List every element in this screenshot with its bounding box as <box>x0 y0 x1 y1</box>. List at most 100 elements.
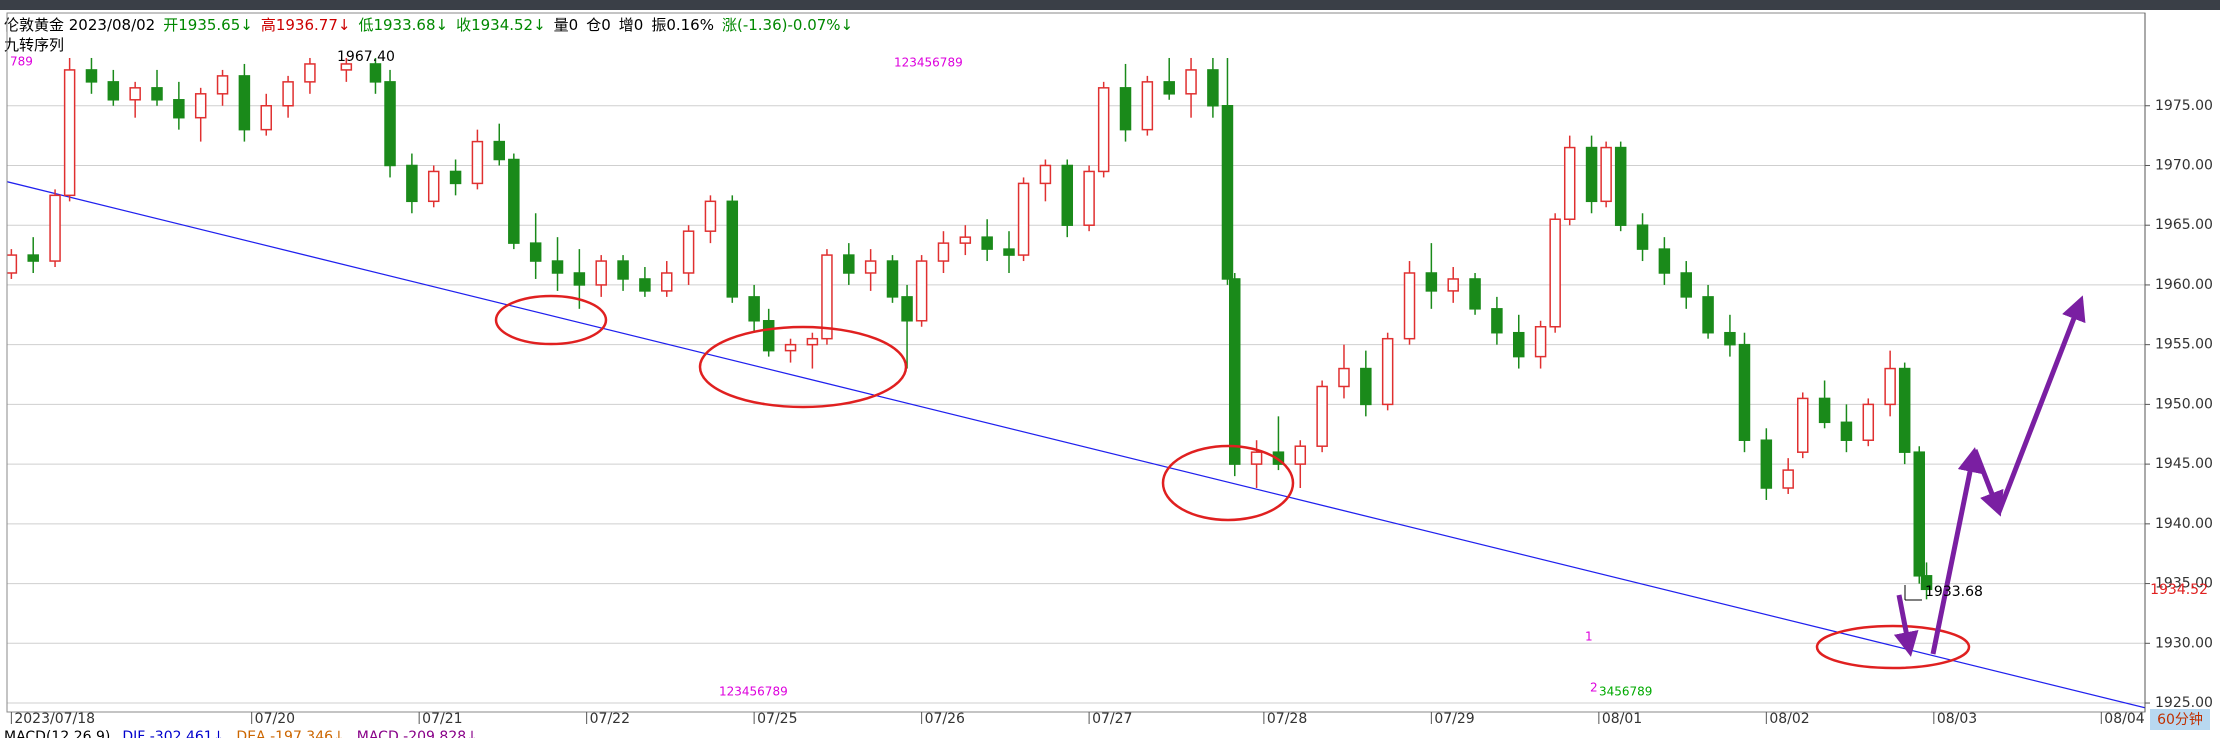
candle-body <box>238 75 251 131</box>
candle-body <box>1097 87 1110 173</box>
candle-body <box>864 260 877 274</box>
indicator-field: DIF -302.461↓ <box>122 729 224 738</box>
annotation: 789 <box>10 55 33 69</box>
candle-body <box>129 87 141 101</box>
annotation: 1 <box>1585 630 1593 644</box>
candle-body <box>784 343 797 352</box>
arrows <box>1893 295 2086 657</box>
trend-line <box>7 181 2145 709</box>
candle-body <box>1185 69 1197 95</box>
candle-body <box>1003 248 1015 256</box>
candle-body <box>1658 248 1671 274</box>
candle-body <box>1039 164 1052 185</box>
candle-body <box>1228 278 1241 465</box>
candle-body <box>107 81 120 101</box>
candle-body <box>7 254 18 274</box>
candle-body <box>1549 218 1561 328</box>
candle-body <box>1491 308 1503 334</box>
y-tick-label: 1955.00 <box>2155 337 2213 353</box>
candle-body <box>806 337 819 346</box>
top-bar <box>0 0 2220 10</box>
candle-body <box>551 260 564 274</box>
candle-body <box>406 164 418 203</box>
candle-body <box>151 87 163 101</box>
candle-body <box>1913 451 1926 577</box>
candle-body <box>1636 224 1649 250</box>
quote-field: 增0 <box>618 16 644 34</box>
candle-body <box>1360 367 1372 406</box>
x-tick-label: 07/28 <box>1267 711 1307 727</box>
candle-body <box>1221 105 1234 280</box>
candle-body <box>304 63 316 83</box>
quote-field: 伦敦黄金 2023/08/02 <box>4 16 156 34</box>
candle-body <box>427 170 440 203</box>
x-tick-label: 07/29 <box>1434 711 1474 727</box>
y-tick-label: 1970.00 <box>2155 157 2213 173</box>
quote-header: 伦敦黄金 2023/08/02 开1935.65↓ 高1936.77↓ 低1933.6… <box>4 14 853 35</box>
y-tick-label: 1945.00 <box>2155 456 2213 472</box>
candle-body <box>1898 367 1911 453</box>
x-tick-label: 07/26 <box>925 711 965 727</box>
candle-body <box>471 140 484 185</box>
circles <box>494 294 1971 670</box>
candle-body <box>216 75 229 95</box>
quote-field: 低1933.68↓ <box>358 16 449 34</box>
candle-body <box>1447 278 1459 292</box>
candle-body <box>1083 170 1095 226</box>
quote-field: 量0 <box>553 16 579 34</box>
candle-body <box>1425 272 1438 292</box>
y-tick-label: 1930.00 <box>2155 635 2213 651</box>
candle-body <box>1724 331 1736 346</box>
candle-body <box>617 260 629 280</box>
y-tick-label: 1950.00 <box>2155 396 2213 412</box>
candle-body <box>1119 87 1132 131</box>
annotation: 1933.68 <box>1925 584 1983 600</box>
x-tick-label: 08/01 <box>1602 711 1642 727</box>
candle-body <box>1840 421 1853 441</box>
candle-body <box>1534 325 1547 358</box>
annotation: 123456789 <box>719 685 788 699</box>
candle-body <box>173 99 185 119</box>
annotation: 123456789 <box>894 56 963 70</box>
candle-body <box>748 296 760 322</box>
quote-field: 仓0 <box>586 16 611 34</box>
candle-body <box>1563 146 1576 220</box>
candle-body <box>1862 403 1875 441</box>
candle-body <box>1381 337 1394 406</box>
candle-body <box>1338 367 1350 388</box>
quote-field: 振0.16% <box>651 16 714 34</box>
x-tick-label: 07/22 <box>590 711 630 727</box>
candle-body <box>843 254 855 274</box>
y-tick-label: 1975.00 <box>2155 98 2213 114</box>
period[interactable]: 60分钟 <box>2157 711 2203 728</box>
candle-body <box>260 105 272 131</box>
last-price: 1934.52 <box>2150 582 2208 598</box>
candle-body <box>886 260 899 298</box>
candle-body <box>1141 81 1154 131</box>
candle-body <box>762 320 775 352</box>
candle-body <box>1782 469 1794 489</box>
indicator-field: MACD(12,26,9) <box>4 729 110 738</box>
x-tick-label: 07/20 <box>255 711 295 727</box>
annotation: 2 <box>1590 681 1598 695</box>
candle-body <box>1760 439 1773 489</box>
indicator-field: DEA -197.346↓ <box>236 729 344 738</box>
candle-body <box>1680 272 1692 298</box>
candle-body <box>595 260 607 286</box>
circle <box>494 294 608 346</box>
candle-body <box>1738 343 1751 441</box>
candle-body <box>1316 385 1328 447</box>
circle <box>1161 444 1295 522</box>
y-tick-label: 1965.00 <box>2155 217 2213 233</box>
candle-body <box>1469 278 1481 310</box>
candle-body <box>661 272 673 292</box>
candle-body <box>573 272 586 286</box>
candle-body <box>937 242 950 262</box>
quote-field: 收1934.52↓ <box>456 16 546 34</box>
candle-body <box>63 69 76 197</box>
x-tick-label: 08/03 <box>1937 711 1977 727</box>
candle-body <box>27 254 39 262</box>
candle-body <box>508 158 520 244</box>
